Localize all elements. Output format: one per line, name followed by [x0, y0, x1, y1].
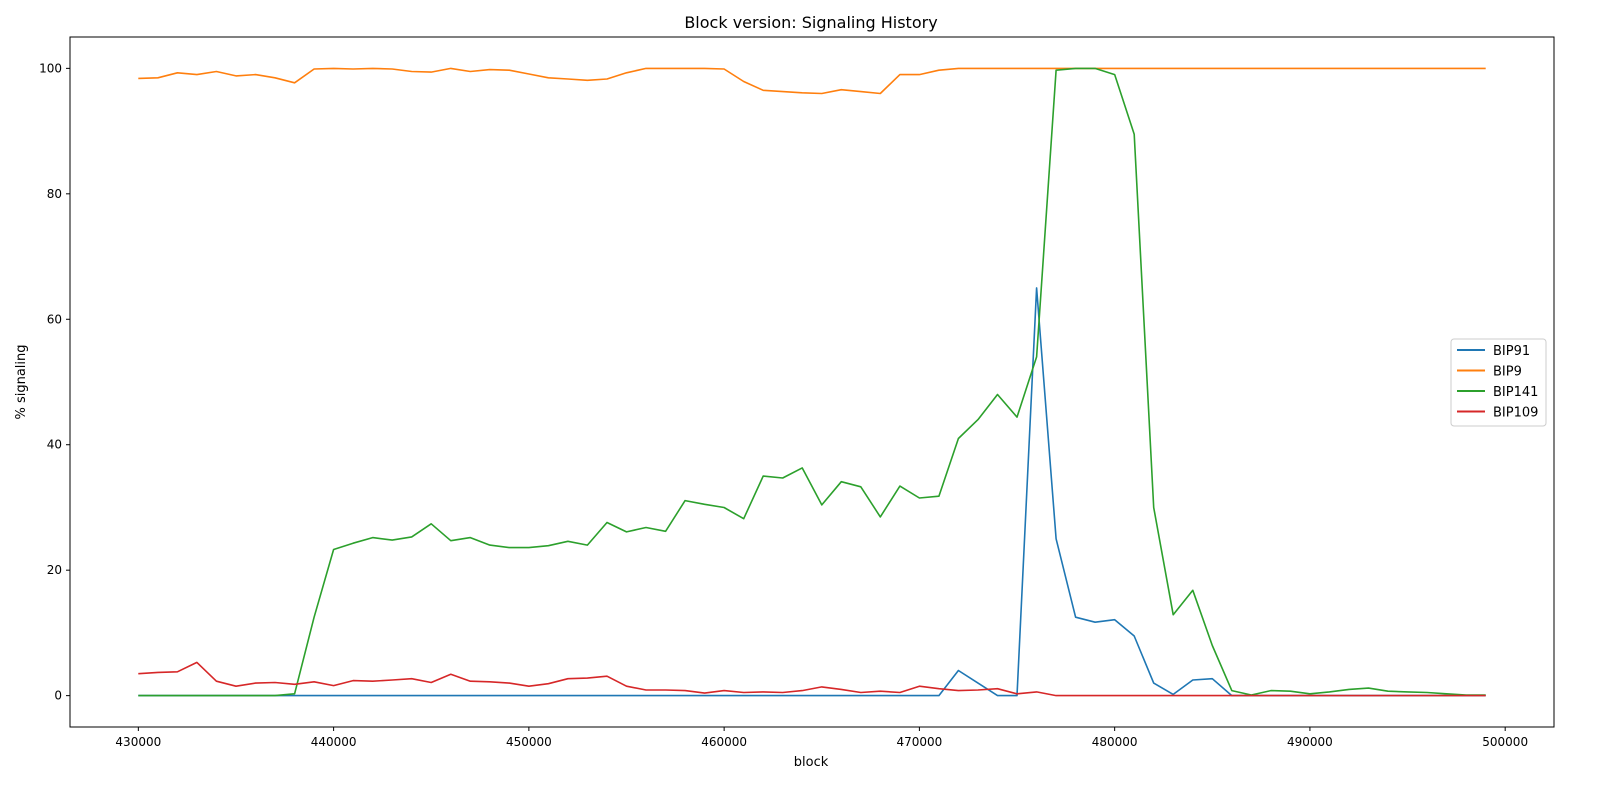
x-tick-label: 440000 [311, 735, 357, 749]
legend: BIP91 BIP9 BIP141 BIP109 [1450, 338, 1547, 427]
plot-frame [69, 36, 1555, 728]
x-tick-label: 500000 [1482, 735, 1528, 749]
series-line-bip9 [138, 67, 1486, 95]
legend-label-bip9: BIP9 [1493, 365, 1522, 380]
y-tick-label: 60 [47, 312, 62, 326]
y-tick-label: 20 [47, 563, 62, 577]
legend-label-bip141: BIP141 [1493, 385, 1538, 400]
x-tick-label: 480000 [1092, 735, 1138, 749]
y-axis-label: % signaling [14, 344, 29, 419]
y-tick-label: 0 [54, 689, 62, 703]
series-line-bip109 [138, 661, 1486, 697]
chart-title: Block version: Signaling History [684, 13, 937, 32]
plot-area [138, 67, 1486, 697]
legend-box [1450, 338, 1547, 427]
x-axis-label: block [794, 755, 829, 770]
legend-label-bip91: BIP91 [1493, 344, 1530, 359]
y-tick-label: 40 [47, 438, 62, 452]
y-tick-label: 100 [39, 61, 62, 75]
x-axis: 430000 440000 450000 460000 470000 480000 4900… [115, 727, 1528, 749]
x-tick-label: 470000 [896, 735, 942, 749]
y-axis: 0 20 40 60 80 100 [39, 61, 70, 703]
x-tick-label: 460000 [701, 735, 747, 749]
y-tick-label: 80 [47, 187, 62, 201]
x-tick-label: 450000 [506, 735, 552, 749]
x-tick-label: 430000 [115, 735, 161, 749]
series-line-bip141 [138, 67, 1486, 697]
x-tick-label: 490000 [1287, 735, 1333, 749]
legend-label-bip109: BIP109 [1493, 406, 1538, 421]
